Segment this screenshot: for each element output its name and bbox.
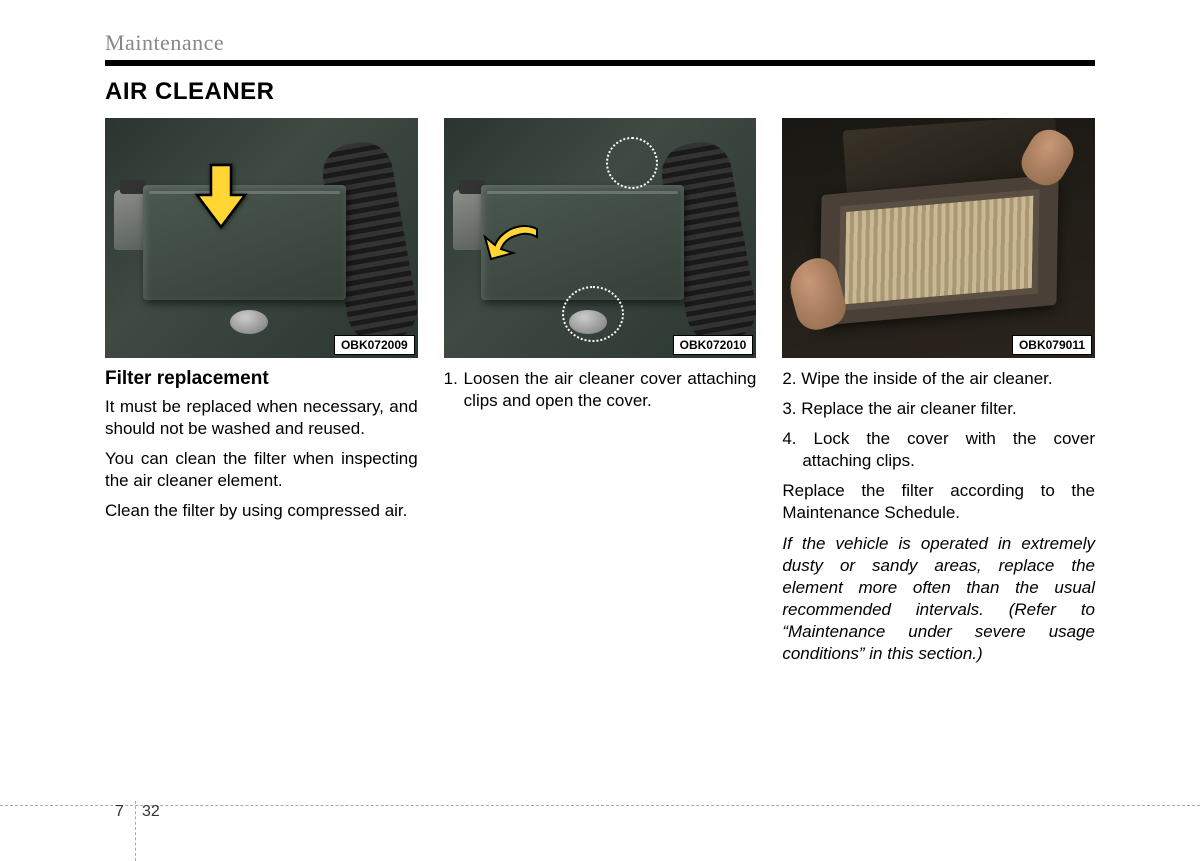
- column-3: OBK079011 2. Wipe the inside of the air …: [782, 118, 1095, 673]
- col1-paragraph-1: It must be replaced when necessary, and …: [105, 396, 418, 440]
- figure-1-label: OBK072009: [334, 335, 415, 355]
- figure-3: OBK079011: [782, 118, 1095, 358]
- col3-paragraph-2: If the vehicle is operated in extremely …: [782, 533, 1095, 666]
- clip-circle-top: [606, 137, 658, 189]
- step-3: 3. Replace the air cleaner filter.: [782, 398, 1095, 420]
- page-content: Maintenance AIR CLEANER: [0, 0, 1200, 673]
- figure-1-graphic: [105, 118, 418, 358]
- page-number-divider: [0, 805, 1200, 806]
- divider: [105, 60, 1095, 66]
- col1-paragraph-3: Clean the filter by using compressed air…: [105, 500, 418, 522]
- filter-replacement-heading: Filter replacement: [105, 368, 418, 390]
- column-1: OBK072009 Filter replacement It must be …: [105, 118, 418, 673]
- page-number-chapter: 7: [115, 803, 124, 821]
- step-2: 2. Wipe the inside of the air cleaner.: [782, 368, 1095, 390]
- page-number-vline: [135, 801, 136, 861]
- clip-circle-bottom: [562, 286, 624, 342]
- section-header: Maintenance: [105, 30, 1095, 56]
- figure-2: OBK072010: [444, 118, 757, 358]
- figure-3-label: OBK079011: [1012, 335, 1092, 355]
- column-2: OBK072010 1. Loosen the air cleaner cove…: [444, 118, 757, 673]
- step-1: 1. Loosen the air cleaner cover attachin…: [444, 368, 757, 412]
- air-filter-pleats: [838, 189, 1039, 311]
- page-number-page: 32: [142, 803, 160, 821]
- columns: OBK072009 Filter replacement It must be …: [105, 118, 1095, 673]
- step-4: 4. Lock the cover with the cover attachi…: [782, 428, 1095, 472]
- figure-3-graphic: [782, 118, 1095, 358]
- col3-paragraph-1: Replace the filter according to the Main…: [782, 480, 1095, 524]
- page-title: AIR CLEANER: [105, 78, 1095, 106]
- figure-2-label: OBK072010: [673, 335, 754, 355]
- arrow-down-icon: [193, 161, 249, 236]
- figure-1: OBK072009: [105, 118, 418, 358]
- arrow-curve-icon: [481, 219, 545, 268]
- cap-shape: [230, 310, 268, 334]
- air-filter-shape: [819, 174, 1058, 325]
- col1-paragraph-2: You can clean the filter when inspecting…: [105, 448, 418, 492]
- figure-2-graphic: [444, 118, 757, 358]
